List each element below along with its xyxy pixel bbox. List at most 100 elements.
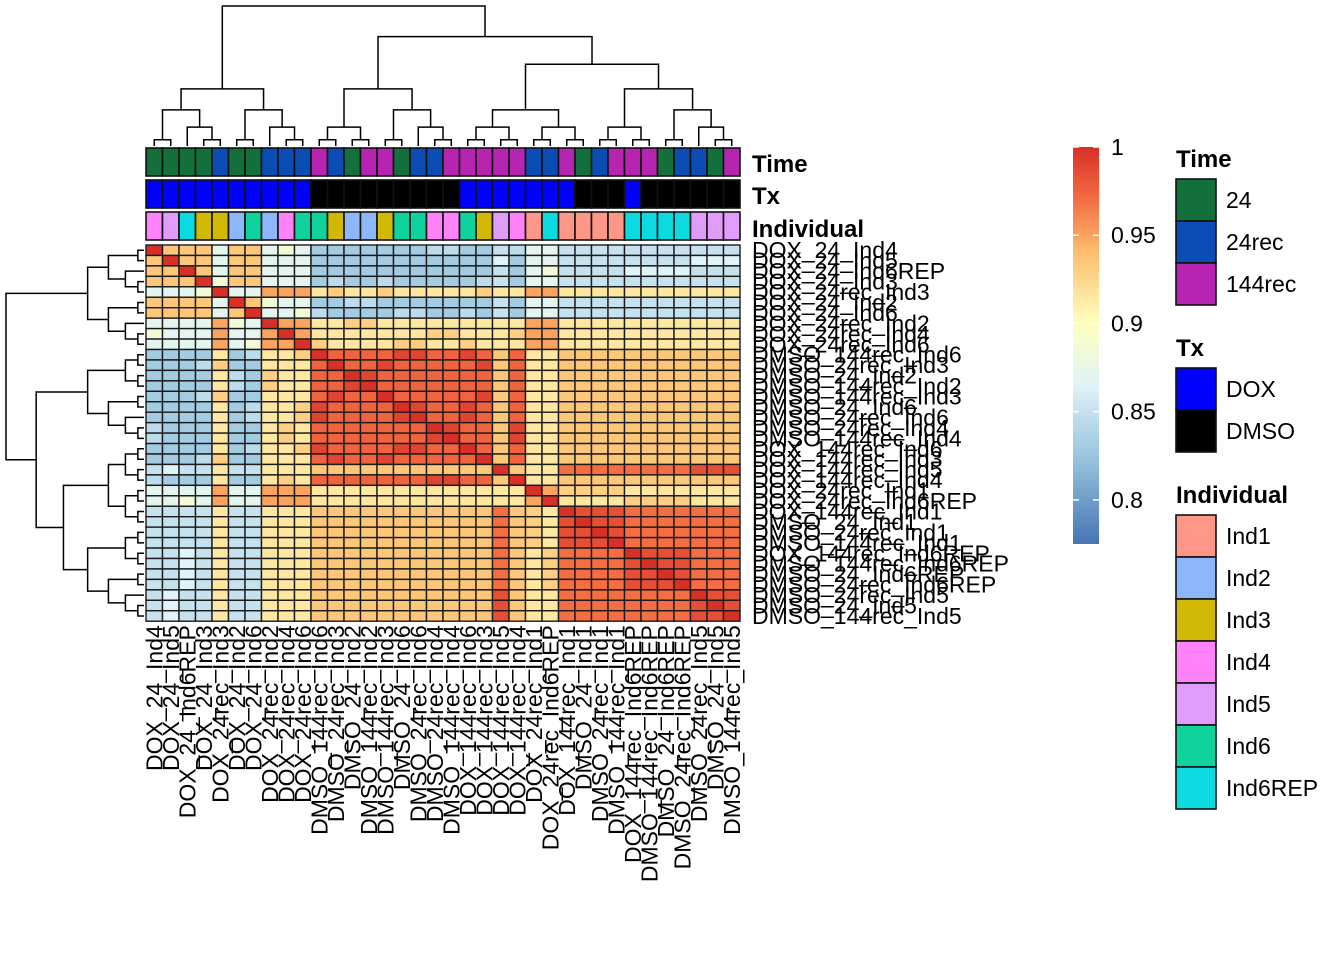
heatmap-cell <box>409 557 428 570</box>
column-dendrogram-branch <box>203 139 221 146</box>
heatmap-cell <box>161 516 180 528</box>
heatmap-cell <box>178 421 197 434</box>
heatmap-cell <box>310 526 329 539</box>
heatmap-cell <box>590 547 609 560</box>
heatmap-cell <box>244 516 263 528</box>
heatmap-cell <box>310 421 329 434</box>
heatmap-cell <box>590 516 609 528</box>
heatmap-cell <box>194 578 213 591</box>
heatmap-cell <box>161 505 180 518</box>
heatmap-cell <box>623 610 642 622</box>
heatmap-cell <box>458 557 477 570</box>
row-label: DOX_24_Ind2 <box>752 290 898 316</box>
heatmap-cell <box>161 526 180 539</box>
heatmap-cell <box>689 599 708 612</box>
heatmap-cell <box>425 307 444 319</box>
heatmap-cell <box>326 317 345 330</box>
heatmap-cell <box>689 317 708 330</box>
heatmap-cell <box>260 390 279 403</box>
heatmap-cell <box>376 275 395 288</box>
heatmap-cell <box>376 401 395 413</box>
individual-legend-label: Ind3 <box>1226 607 1271 633</box>
row-dendrogram-branch <box>124 359 138 382</box>
heatmap-cell <box>260 526 279 539</box>
heatmap-cell <box>277 348 296 361</box>
column-dendrogram-branch <box>417 126 444 146</box>
heatmap-cell <box>458 327 477 340</box>
heatmap-cell <box>310 442 329 455</box>
time-legend-label: 24 <box>1226 187 1252 213</box>
heatmap-cell <box>392 578 411 591</box>
heatmap-cell <box>425 286 444 298</box>
time-annotation-cell <box>227 147 246 177</box>
heatmap-cell <box>623 463 642 476</box>
heatmap-cell <box>508 557 527 570</box>
heatmap-cell <box>491 359 510 372</box>
heatmap-cell <box>409 296 428 309</box>
heatmap-cell <box>359 254 378 267</box>
individual-annotation-cell <box>392 211 411 241</box>
heatmap-cell <box>244 599 263 612</box>
heatmap-cell <box>722 369 741 382</box>
heatmap-cell <box>491 599 510 612</box>
heatmap-cell <box>145 568 164 581</box>
heatmap-cell <box>590 442 609 455</box>
heatmap-cell <box>194 599 213 612</box>
heatmap-cell <box>326 327 345 340</box>
heatmap-cell <box>590 599 609 612</box>
heatmap-cell <box>293 599 312 612</box>
heatmap-cell <box>541 453 560 466</box>
row-dendrogram-branch <box>137 280 144 293</box>
heatmap-cell <box>277 254 296 267</box>
heatmap-cell <box>145 317 164 330</box>
heatmap-cell <box>359 484 378 497</box>
heatmap-cell <box>161 453 180 466</box>
heatmap-cell <box>524 536 543 549</box>
row-label: DMSO_24rec_Ind1 <box>752 519 949 545</box>
column-label: DOX_24_Ind2 <box>224 625 250 771</box>
column-dendrogram-branch <box>566 139 584 146</box>
heatmap-cell <box>458 484 477 497</box>
heatmap-cell <box>557 369 576 382</box>
tx-annotation-cell <box>359 179 378 209</box>
heatmap-cell <box>211 254 230 267</box>
heatmap-cell <box>541 348 560 361</box>
heatmap-cell <box>574 505 593 518</box>
heatmap-cell <box>392 432 411 445</box>
heatmap-cell <box>508 411 527 424</box>
heatmap-cell <box>689 610 708 622</box>
heatmap-cell <box>491 317 510 330</box>
heatmap-cell <box>359 348 378 361</box>
heatmap-cell <box>343 484 362 497</box>
heatmap-cell <box>409 484 428 497</box>
heatmap-cell <box>392 536 411 549</box>
time-legend-title: Time <box>1176 146 1232 173</box>
heatmap-cell <box>640 369 659 382</box>
individual-annotation-cell <box>491 211 510 241</box>
heatmap-cell <box>607 536 626 549</box>
heatmap-cell <box>640 338 659 351</box>
heatmap-cell <box>178 568 197 581</box>
heatmap-cell <box>260 557 279 570</box>
tx-annotation-cell <box>574 179 593 209</box>
heatmap-cell <box>359 421 378 434</box>
heatmap-cell <box>310 390 329 403</box>
heatmap-cell <box>277 275 296 288</box>
row-dendrogram-branch <box>137 468 144 481</box>
heatmap-cell <box>178 516 197 528</box>
heatmap-cell <box>706 442 725 455</box>
heatmap-cell <box>409 317 428 330</box>
tx-legend-label: DMSO <box>1226 418 1295 444</box>
row-label: DOX_144rec_Ind1 <box>752 499 943 525</box>
heatmap-cell <box>376 380 395 393</box>
column-label: DOX_24_Ind6REP <box>174 625 200 818</box>
tx-annotation-title: Tx <box>752 183 781 210</box>
heatmap-cell <box>359 526 378 539</box>
time-annotation-cell <box>607 147 626 177</box>
heatmap-cell <box>541 536 560 549</box>
heatmap-cell <box>392 589 411 601</box>
column-dendrogram-branch <box>665 139 683 146</box>
heatmap-cell <box>442 547 461 560</box>
heatmap-cell <box>574 390 593 403</box>
heatmap-cell <box>425 254 444 267</box>
